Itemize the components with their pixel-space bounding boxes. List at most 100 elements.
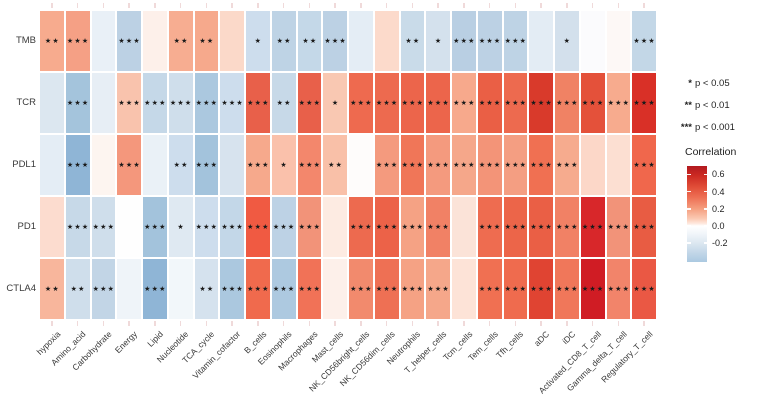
significance-stars: ★★★ — [478, 160, 502, 169]
y-axis-label: PDL1 — [12, 159, 36, 170]
significance-stars: ★★★ — [633, 284, 656, 293]
axis-tick — [643, 321, 645, 326]
significance-stars: ★★★ — [195, 222, 219, 231]
significance-stars: ★★★ — [221, 98, 244, 107]
colorbar-tick — [687, 190, 691, 193]
significance-stars: ★★★ — [247, 222, 270, 231]
significance-stars: ★★★ — [478, 36, 502, 45]
significance-stars: ★★ — [199, 36, 215, 45]
heatmap-cell — [91, 11, 116, 71]
sig-label: p < 0.001 — [695, 122, 735, 133]
significance-stars: ★★★ — [530, 284, 553, 293]
significance-stars: ★ — [434, 36, 443, 45]
heatmap-cell: ★★★ — [194, 197, 219, 257]
heatmap-cell — [91, 73, 116, 133]
axis-tick — [437, 321, 439, 326]
axis-tick — [385, 321, 388, 326]
significance-stars: ★★★ — [581, 98, 605, 107]
heatmap-cell: ★★★ — [426, 259, 451, 319]
axis-tick — [360, 321, 362, 326]
significance-stars: ★★★ — [375, 160, 399, 169]
axis-tick — [566, 321, 568, 326]
significance-stars: ★★ — [328, 160, 344, 169]
significance-stars: ★★★ — [118, 98, 141, 107]
significance-stars: ★★★ — [247, 98, 270, 107]
heatmap-cell: ★★★ — [194, 73, 219, 133]
significance-stars: ★★★ — [272, 222, 296, 231]
significance-stars: ★ — [331, 98, 340, 107]
heatmap-cell: ★★ — [271, 11, 296, 71]
heatmap-cell: ★ — [555, 11, 579, 71]
heatmap-cell: ★★★ — [400, 73, 425, 133]
heatmap-cell: ★★★ — [297, 259, 322, 319]
significance-stars: ★★★ — [530, 160, 553, 169]
heatmap-cell: ★★★ — [374, 135, 399, 195]
heatmap-cell — [40, 73, 64, 133]
axis-tick — [437, 3, 439, 8]
significance-stars: ★★★ — [195, 160, 219, 169]
significance-stars: ★★★ — [272, 284, 296, 293]
significance-stars: ★★★ — [169, 98, 193, 107]
heatmap-cell: ★★ — [40, 11, 64, 71]
colorbar-tick — [687, 208, 691, 210]
significance-stars: ★★★ — [427, 284, 450, 293]
heatmap-cell — [220, 11, 245, 71]
heatmap-cell — [606, 135, 631, 195]
heatmap-cell: ★★ — [65, 259, 90, 319]
heatmap-cell: ★★★ — [349, 73, 373, 133]
significance-stars: ★★★ — [504, 36, 528, 45]
axis-tick — [257, 3, 259, 8]
heatmap-cell: ★★★ — [91, 197, 116, 257]
heatmap-cell: ★★★ — [220, 259, 245, 319]
heatmap-cell: ★★★ — [555, 73, 579, 133]
heatmap-cell: ★★★ — [194, 135, 219, 195]
significance-stars: ★★★ — [427, 98, 450, 107]
significance-stars: ★★★ — [581, 284, 605, 293]
heatmap-cell: ★★★ — [606, 73, 631, 133]
significance-stars: ★★ — [405, 36, 421, 45]
axis-tick — [282, 3, 285, 8]
significance-stars: ★★★ — [92, 222, 116, 231]
axis-tick — [617, 3, 620, 8]
heatmap-cell — [143, 11, 167, 71]
axis-tick — [591, 321, 594, 326]
heatmap-cell: ★★★ — [246, 197, 270, 257]
significance-stars: ★★★ — [504, 284, 528, 293]
significance-stars: ★★★ — [247, 160, 270, 169]
significance-stars: ★★★ — [453, 160, 476, 169]
sig-label: p < 0.01 — [695, 100, 730, 111]
y-axis-label: TCR — [16, 97, 36, 108]
heatmap-cell: ★★★ — [452, 73, 476, 133]
axis-tick — [334, 321, 336, 326]
heatmap-cell: ★ — [426, 11, 451, 71]
heatmap-cell — [374, 11, 399, 71]
x-axis-label: Tfh_cells — [494, 329, 526, 361]
colorbar-tick-label: -0.2 — [712, 238, 728, 249]
heatmap-cell: ★★★ — [374, 73, 399, 133]
axis-tick — [411, 3, 414, 8]
heatmap-cell: ★★ — [168, 11, 193, 71]
heatmap-cell: ★★★ — [143, 259, 167, 319]
significance-stars: ★★★ — [298, 284, 322, 293]
axis-tick — [76, 3, 79, 8]
heatmap-cell: ★★★ — [632, 259, 657, 319]
heatmap-cell — [349, 11, 373, 71]
heatmap-cell: ★ — [246, 11, 270, 71]
significance-stars: ★★★ — [556, 222, 579, 231]
heatmap-cell: ★★★ — [426, 135, 451, 195]
significance-stars: ★★★ — [607, 222, 631, 231]
heatmap-cell: ★★★ — [452, 11, 476, 71]
significance-stars: ★★★ — [66, 98, 90, 107]
significance-stars: ★★★ — [453, 98, 476, 107]
heatmap-cell: ★★★ — [374, 259, 399, 319]
significance-stars: ★★★ — [401, 284, 425, 293]
heatmap-cell: ★★ — [168, 135, 193, 195]
heatmap-cell: ★★★ — [632, 197, 657, 257]
heatmap-cell: ★★★ — [580, 259, 605, 319]
significance-stars: ★★★ — [556, 284, 579, 293]
heatmap-cell — [168, 259, 193, 319]
significance-stars: ★★★ — [221, 222, 244, 231]
significance-stars: ★★★ — [118, 160, 141, 169]
significance-stars: ★★ — [70, 284, 86, 293]
